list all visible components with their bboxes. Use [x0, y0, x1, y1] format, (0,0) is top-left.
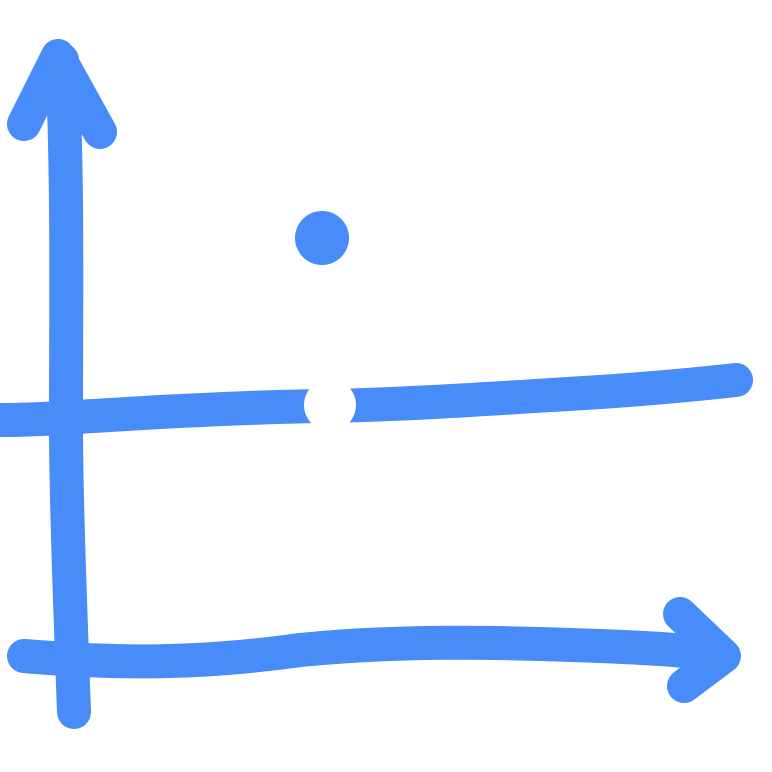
y-axis-arrowhead: [7, 39, 117, 149]
horizontal-line: [0, 363, 753, 437]
x-axis-arrow: [7, 597, 741, 703]
y-axis-shaft: [45, 43, 91, 729]
open-point: [304, 379, 356, 431]
x-axis-arrowhead: [663, 597, 741, 703]
x-axis-shaft: [7, 625, 739, 679]
filled-point: [295, 211, 349, 265]
y-axis-arrow: [7, 39, 117, 729]
